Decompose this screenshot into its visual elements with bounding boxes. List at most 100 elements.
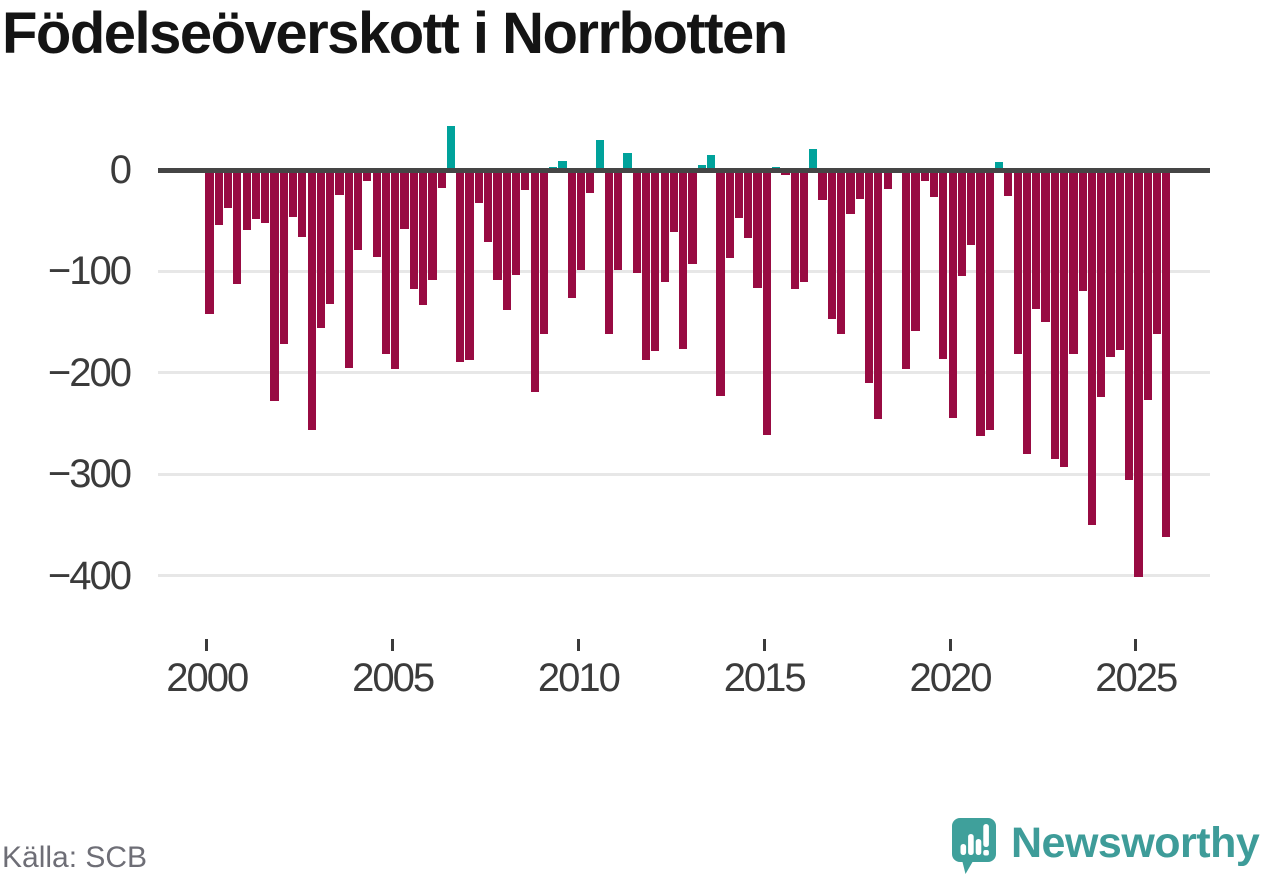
bar-2003-Q2 [326, 170, 335, 304]
bar-2024-Q4 [1125, 170, 1134, 481]
y-tick-label: −100 [47, 249, 132, 294]
y-tick-label: 0 [109, 148, 132, 192]
chart-title: Födelseöverskott i Norrbotten [2, 1, 788, 66]
bar-2003-Q1 [316, 170, 326, 329]
x-tick-label: 2010 [537, 656, 621, 700]
bar-2011-Q3 [632, 170, 641, 273]
x-tick-label: 2025 [1095, 656, 1178, 700]
bar-2016-Q4 [827, 170, 836, 320]
bar-2014-Q2 [734, 170, 744, 218]
bar-2006-Q1 [428, 170, 437, 280]
bar-2010-Q1 [576, 170, 586, 271]
bar-2025-Q2 [1143, 170, 1152, 401]
bar-2006-Q4 [456, 170, 465, 362]
bar-2014-Q1 [725, 170, 734, 259]
bar-2016-Q3 [818, 170, 827, 201]
y-tick-label: −200 [47, 350, 132, 395]
bar-2008-Q2 [511, 170, 521, 275]
gridline-−300 [158, 472, 1210, 476]
bar-2006-Q2 [437, 170, 446, 189]
bar-2003-Q4 [344, 170, 353, 368]
bar-2020-Q3 [967, 170, 976, 246]
bar-2001-Q2 [251, 170, 261, 219]
x-tick-label: 2005 [352, 656, 435, 700]
bar-2022-Q1 [1022, 170, 1032, 455]
bar-2005-Q1 [391, 170, 400, 369]
bar-2023-Q1 [1060, 170, 1069, 468]
x-axis-tick-2015 [762, 639, 766, 651]
bar-2022-Q4 [1050, 170, 1059, 460]
bar-2019-Q3 [929, 170, 939, 198]
y-tick-label: −300 [47, 452, 132, 497]
bar-2007-Q4 [493, 170, 502, 280]
bar-2018-Q1 [874, 170, 883, 419]
bar-2014-Q3 [744, 170, 753, 238]
bar-2007-Q2 [474, 170, 483, 203]
bar-2004-Q1 [353, 170, 363, 251]
bar-2001-Q1 [242, 170, 251, 230]
bar-2013-Q2 [697, 164, 706, 170]
bar-2009-Q1 [539, 170, 548, 335]
x-axis-tick-2010 [576, 639, 580, 651]
bar-2024-Q1 [1097, 170, 1106, 398]
bar-2008-Q1 [502, 170, 511, 310]
bar-2025-Q1 [1134, 170, 1143, 577]
bar-2008-Q3 [521, 170, 530, 191]
bar-2022-Q3 [1041, 170, 1050, 323]
bar-2010-Q4 [604, 170, 614, 335]
bar-2012-Q2 [660, 170, 669, 282]
bar-2019-Q2 [920, 170, 929, 182]
bar-2005-Q3 [409, 170, 418, 289]
bar-2000-Q1 [205, 170, 214, 315]
x-tick-label: 2020 [909, 656, 993, 700]
bar-2008-Q4 [530, 170, 539, 393]
bar-2023-Q4 [1087, 170, 1097, 526]
bar-2002-Q4 [307, 170, 316, 430]
newsworthy-logo: Newsworthy [950, 816, 1260, 876]
bar-2017-Q4 [864, 170, 874, 383]
bar-2012-Q4 [679, 170, 688, 349]
bar-2021-Q2 [995, 161, 1004, 170]
newsworthy-speech-bubble-chart-icon [952, 818, 996, 874]
bar-2013-Q4 [716, 170, 725, 397]
bar-2022-Q2 [1032, 170, 1041, 309]
bar-2009-Q4 [567, 170, 576, 298]
bar-2004-Q4 [381, 170, 391, 354]
gridline-−400 [158, 574, 1210, 578]
bar-2025-Q4 [1162, 170, 1171, 538]
bar-2020-Q1 [948, 170, 957, 418]
x-tick-label: 2000 [166, 656, 249, 700]
bar-2013-Q1 [688, 170, 697, 265]
y-tick-label: −400 [47, 553, 132, 598]
bar-2004-Q3 [372, 170, 381, 258]
bar-2014-Q4 [753, 170, 762, 288]
bar-2017-Q1 [837, 170, 846, 335]
bar-2019-Q1 [911, 170, 920, 332]
x-axis-tick-2005 [391, 639, 395, 651]
bar-2010-Q2 [586, 170, 595, 194]
bar-2023-Q3 [1078, 170, 1087, 291]
x-axis-tick-2000 [205, 639, 209, 651]
bar-2006-Q3 [446, 126, 456, 170]
bar-2018-Q2 [883, 170, 892, 190]
bar-2000-Q3 [223, 170, 233, 208]
bar-2011-Q1 [614, 170, 623, 271]
bar-2017-Q2 [846, 170, 855, 214]
bar-2009-Q3 [558, 160, 567, 170]
bar-2011-Q2 [623, 152, 632, 170]
x-axis-zero-line [158, 168, 1210, 173]
bar-2007-Q1 [465, 170, 474, 360]
bar-2023-Q2 [1069, 170, 1078, 354]
x-axis-tick-2025 [1134, 639, 1138, 651]
bar-2005-Q2 [400, 170, 409, 229]
bar-2004-Q2 [363, 170, 372, 182]
bar-2017-Q3 [855, 170, 864, 200]
bar-2015-Q1 [762, 170, 771, 435]
gridline-−200 [158, 371, 1210, 375]
bar-2013-Q3 [707, 154, 716, 170]
bar-2012-Q1 [651, 170, 660, 351]
bar-2005-Q4 [419, 170, 428, 305]
bar-2003-Q3 [335, 170, 344, 196]
bar-2024-Q3 [1115, 170, 1124, 350]
